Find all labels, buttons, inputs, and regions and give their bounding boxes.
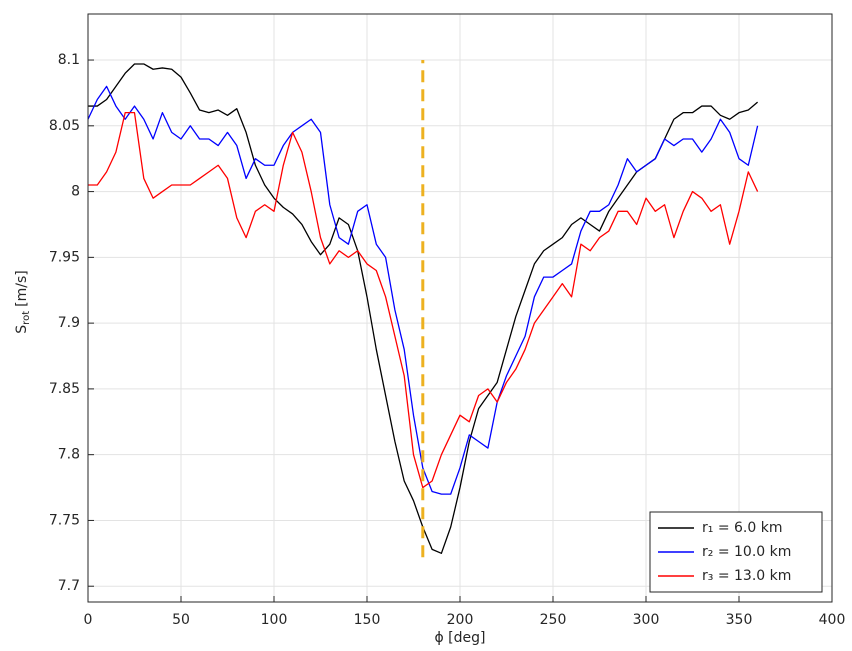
x-tick-label: 100 <box>261 612 288 628</box>
legend-label: r₁ = 6.0 km <box>702 520 782 536</box>
x-axis-label: ϕ [deg] <box>435 630 486 646</box>
x-tick-label: 350 <box>726 612 753 628</box>
x-tick-label: 200 <box>447 612 474 628</box>
x-tick-label: 0 <box>84 612 93 628</box>
y-tick-label: 8.05 <box>49 118 80 134</box>
plot-frame <box>87 13 833 603</box>
x-tick-label: 300 <box>633 612 660 628</box>
y-tick-label: 7.7 <box>58 578 80 594</box>
y-tick-label: 7.9 <box>58 315 80 331</box>
y-label-sub: rot <box>21 311 32 325</box>
x-tick-label: 50 <box>172 612 190 628</box>
y-tick-label: 8.1 <box>58 52 80 68</box>
x-tick-label: 150 <box>354 612 381 628</box>
y-label-main: S <box>14 325 30 334</box>
y-axis-label: Srot [m/s] <box>14 270 32 333</box>
x-tick-label: 250 <box>540 612 567 628</box>
series-line <box>88 112 759 489</box>
series-line <box>87 85 759 495</box>
y-tick-label: 8 <box>71 184 80 200</box>
x-tick-label: 400 <box>819 612 846 628</box>
y-tick-label: 7.85 <box>49 381 80 397</box>
legend-label: r₃ = 13.0 km <box>702 568 791 584</box>
legend-label: r₂ = 10.0 km <box>702 544 791 560</box>
y-label-unit: [m/s] <box>14 270 30 307</box>
y-tick-label: 7.75 <box>49 512 80 528</box>
y-tick-label: 7.8 <box>58 447 80 463</box>
legend: r₁ = 6.0 km r₂ = 10.0 km r₃ = 13.0 km <box>649 511 823 593</box>
y-tick-label: 7.95 <box>49 249 80 265</box>
